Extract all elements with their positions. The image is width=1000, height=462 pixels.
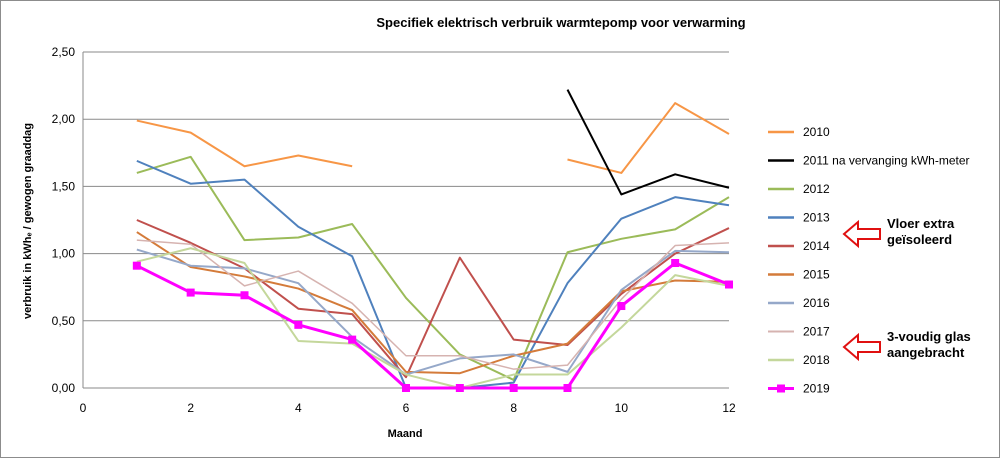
- data-point: [455, 384, 464, 392]
- series-2018: [136, 247, 730, 389]
- x-tick-label: 0: [80, 401, 87, 415]
- legend: 2010 2011 na vervanging kWh-meter 2012 2013…: [768, 125, 970, 396]
- legend-label: 2012: [803, 182, 830, 196]
- series-2016: [136, 248, 730, 376]
- x-axis-title: Maand: [388, 428, 423, 440]
- series-lines: [132, 89, 733, 392]
- x-tick-label: 6: [403, 401, 410, 415]
- series-line: [567, 102, 730, 174]
- series-line: [136, 247, 730, 389]
- series-2013: [136, 159, 730, 389]
- chart-title: Specifiek elektrisch verbruik warmtepomp…: [376, 15, 745, 30]
- series-line: [136, 239, 730, 370]
- series-2012: [136, 155, 730, 381]
- legend-label: 2015: [803, 268, 830, 282]
- x-tick-label: 2: [187, 401, 194, 415]
- legend-label: 2013: [803, 211, 830, 225]
- data-point: [671, 259, 680, 268]
- data-point: [509, 384, 518, 392]
- data-point: [294, 320, 303, 329]
- axes: [82, 52, 729, 389]
- y-tick-label: 0,50: [52, 314, 76, 328]
- data-point: [402, 384, 410, 392]
- series-line: [136, 159, 730, 389]
- series-2019: [132, 259, 733, 392]
- legend-marker: [777, 384, 785, 393]
- annotation-text: Vloer extra: [887, 216, 955, 231]
- annotation-text: aangebracht: [887, 345, 965, 360]
- x-tick-label: 8: [510, 401, 517, 415]
- series-2010: [136, 102, 730, 174]
- y-tick-label: 0,00: [52, 381, 76, 395]
- series-2017: [136, 239, 730, 370]
- legend-label: 2017: [803, 325, 830, 339]
- y-tick-label: 1,50: [52, 179, 76, 193]
- legend-label: 2010: [803, 125, 830, 139]
- legend-label: 2018: [803, 353, 830, 367]
- data-point: [186, 288, 195, 297]
- data-point: [725, 280, 733, 289]
- y-axis-title: verbruik in kWhₑ / gewogen graaddag: [22, 123, 34, 319]
- x-tick-label: 12: [722, 401, 736, 415]
- series-2014: [136, 219, 730, 379]
- data-point: [563, 384, 572, 392]
- annotation-text: 3-voudig glas: [887, 329, 971, 344]
- data-point: [132, 261, 141, 270]
- y-tick-label: 2,00: [52, 112, 76, 126]
- legend-label: 2011 na vervanging kWh-meter: [803, 154, 970, 168]
- annotation-arrow: [842, 219, 881, 249]
- legend-label: 2014: [803, 239, 830, 253]
- series-line: [136, 219, 730, 379]
- annotation-text: geïsoleerd: [887, 232, 952, 247]
- annotation-arrow: [842, 332, 881, 362]
- series-line: [136, 119, 353, 168]
- series-line: [566, 89, 730, 196]
- data-point: [240, 291, 249, 300]
- x-tick-label: 10: [615, 401, 629, 415]
- y-tick-label: 2,50: [52, 45, 76, 59]
- grid: [83, 51, 729, 322]
- y-tick-label: 1,00: [52, 247, 76, 261]
- series-2011: [566, 89, 730, 196]
- legend-label: 2019: [803, 382, 830, 396]
- series-line: [136, 248, 730, 376]
- series-line: [136, 261, 730, 390]
- x-tick-label: 4: [295, 401, 302, 415]
- data-point: [348, 335, 357, 344]
- legend-label: 2016: [803, 296, 830, 310]
- tick-labels: 0,00 0,50 1,00 1,50 2,00 2,50 0 2 4 6 8 10 12: [52, 45, 736, 415]
- series-line: [136, 155, 730, 381]
- data-point: [617, 302, 626, 311]
